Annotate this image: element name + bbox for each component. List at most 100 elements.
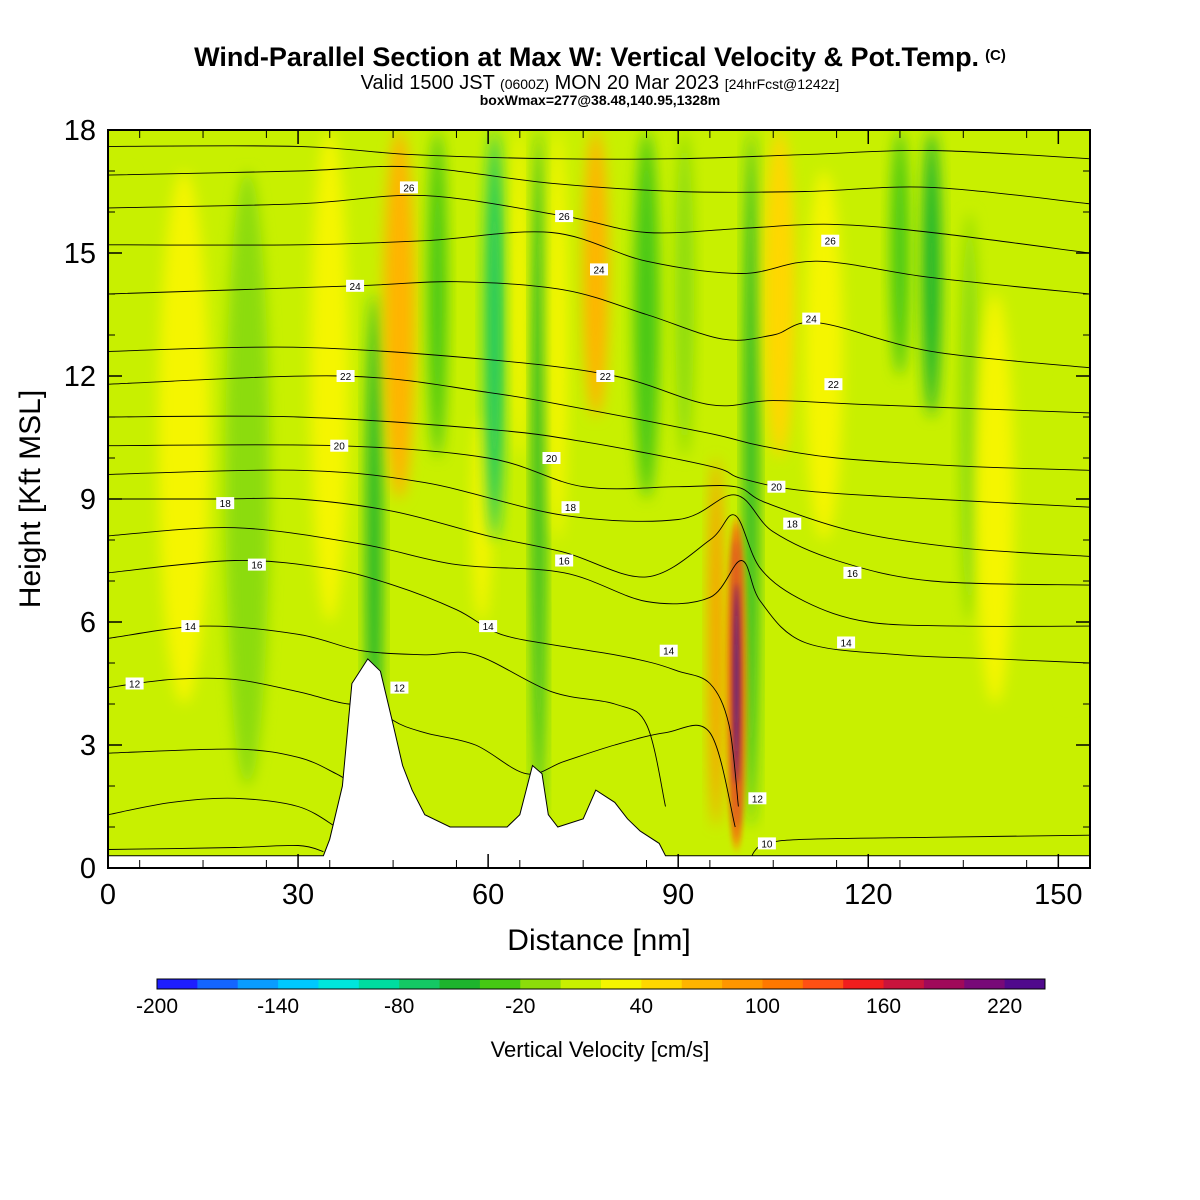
- colorbar-swatch: [358, 979, 400, 989]
- colorbar-tick-label: 160: [866, 995, 901, 1018]
- contour-label: 12: [125, 677, 144, 691]
- terrain-profile: [107, 658, 1091, 869]
- theta-contour: [108, 677, 736, 828]
- theta-contour: [108, 625, 666, 807]
- velocity-band: [114, 171, 140, 868]
- theta-contour: [108, 145, 1090, 160]
- contour-label: 26: [555, 210, 574, 223]
- colorbar-tick-label: -200: [136, 995, 178, 1018]
- contour-label-text: 16: [847, 569, 859, 580]
- contour-label: 16: [555, 554, 574, 568]
- velocity-band: [675, 130, 695, 458]
- colorbar-tick-label: 40: [630, 995, 653, 1018]
- velocity-band: [472, 417, 492, 622]
- theta-contour: [747, 834, 1090, 868]
- contour-label-bg: [247, 558, 266, 571]
- contour-label: 18: [783, 517, 802, 531]
- contour-label-bg: [757, 837, 776, 850]
- colorbar-swatch: [399, 979, 441, 989]
- velocity-band: [975, 294, 1014, 704]
- contour-label-bg: [216, 497, 235, 510]
- contour-label-text: 26: [403, 183, 415, 194]
- subtitle-date: MON 20 Mar 2023: [554, 72, 720, 94]
- contour-label-text: 20: [546, 454, 558, 465]
- theta-contour: [108, 559, 739, 807]
- velocity-band: [744, 130, 759, 827]
- y-tick-label: 18: [64, 115, 96, 147]
- colorbar-swatch: [479, 979, 521, 989]
- colorbar-swatch: [157, 979, 198, 989]
- contour-label-bg: [561, 501, 580, 514]
- theta-contour: [108, 194, 1090, 254]
- contour-label-bg: [590, 263, 608, 276]
- subtitle-forecast: [24hrFcst@1242z]: [724, 76, 840, 92]
- colorbar-swatch: [681, 979, 723, 989]
- contour-label: 10: [757, 837, 776, 850]
- velocity-band: [763, 130, 796, 458]
- velocity-band: [532, 130, 546, 827]
- colorbar-tick-label: -140: [257, 995, 299, 1018]
- velocity-band: [383, 130, 416, 499]
- colorbar-swatch: [520, 979, 562, 989]
- contour-label: 12: [390, 681, 409, 695]
- axes: 0 30 60 90 120 150 0 3 6 9 12 15 18: [64, 115, 1090, 911]
- y-tick-label: 6: [80, 607, 96, 639]
- contour-label-text: 12: [129, 680, 141, 691]
- y-tick-label: 9: [80, 484, 96, 516]
- contour-label: 18: [216, 497, 235, 510]
- title-text: Wind-Parallel Section at Max W: Vertical…: [194, 42, 980, 72]
- colorbar-swatch: [964, 979, 1006, 989]
- contour-label: 18: [561, 501, 580, 514]
- contour-label: 24: [802, 312, 821, 326]
- velocity-band: [890, 130, 910, 376]
- velocity-band: [427, 130, 447, 458]
- contour-label-bg: [837, 636, 856, 649]
- contour-label-text: 14: [185, 622, 197, 633]
- contour-label-text: 16: [559, 557, 571, 568]
- contour-label-bg: [659, 644, 678, 657]
- x-tick-label: 120: [844, 879, 892, 911]
- colorbar-swatch: [237, 979, 279, 989]
- theta-contour: [108, 415, 1090, 508]
- colorbar-swatch: [318, 979, 360, 989]
- contour-label-bg: [399, 181, 418, 194]
- colorbar-swatch: [923, 979, 965, 989]
- chart-title: Wind-Parallel Section at Max W: Vertical…: [0, 42, 1200, 73]
- theta-contour: [108, 469, 1090, 586]
- y-tick-label: 0: [80, 853, 96, 885]
- velocity-band: [804, 171, 843, 540]
- contour-label: 26: [821, 234, 840, 248]
- contour-label-bg: [479, 620, 498, 633]
- colorbar-tick-label: 100: [745, 995, 780, 1018]
- velocity-band: [484, 130, 504, 540]
- contour-label-bg: [125, 677, 144, 690]
- contour-label-bg: [555, 554, 574, 567]
- colorbar-swatch: [439, 979, 481, 989]
- contour-label: 12: [748, 792, 767, 805]
- contour-label-text: 12: [394, 684, 406, 695]
- colorbar: -200 -140 -80 -20 40 100 160 220: [136, 978, 1046, 1018]
- contour-label: 16: [247, 558, 266, 572]
- contour-label-text: 24: [806, 315, 818, 326]
- box-info: boxWmax=277@38.48,140.95,1328m: [479, 92, 721, 108]
- colorbar-tick-label: 220: [987, 995, 1022, 1018]
- contour-label-text: 22: [340, 372, 352, 383]
- contour-label: 14: [659, 644, 678, 658]
- contour-label-text: 10: [761, 839, 773, 850]
- contour-label-bg: [824, 378, 843, 391]
- contour-label-bg: [767, 480, 786, 493]
- contour-label-text: 24: [350, 282, 362, 293]
- colorbar-frame: [156, 978, 1046, 990]
- contour-label-bg: [555, 210, 574, 223]
- contour-label-bg: [330, 439, 349, 452]
- colorbar-tick-label: -20: [505, 995, 535, 1018]
- colorbar-title: Vertical Velocity [cm/s]: [491, 1037, 710, 1062]
- colorbar-swatch: [601, 979, 642, 989]
- contour-label: 20: [542, 452, 561, 465]
- contour-label-bg: [843, 566, 862, 579]
- contour-labels: 12 14 16 18 20 22 24 26 12 14 16 18 20 22 24 26 14 12 10 18…: [125, 181, 862, 850]
- contour-label-bg: [802, 312, 821, 325]
- contour-label: 24: [346, 279, 365, 293]
- contour-label: 22: [596, 370, 615, 383]
